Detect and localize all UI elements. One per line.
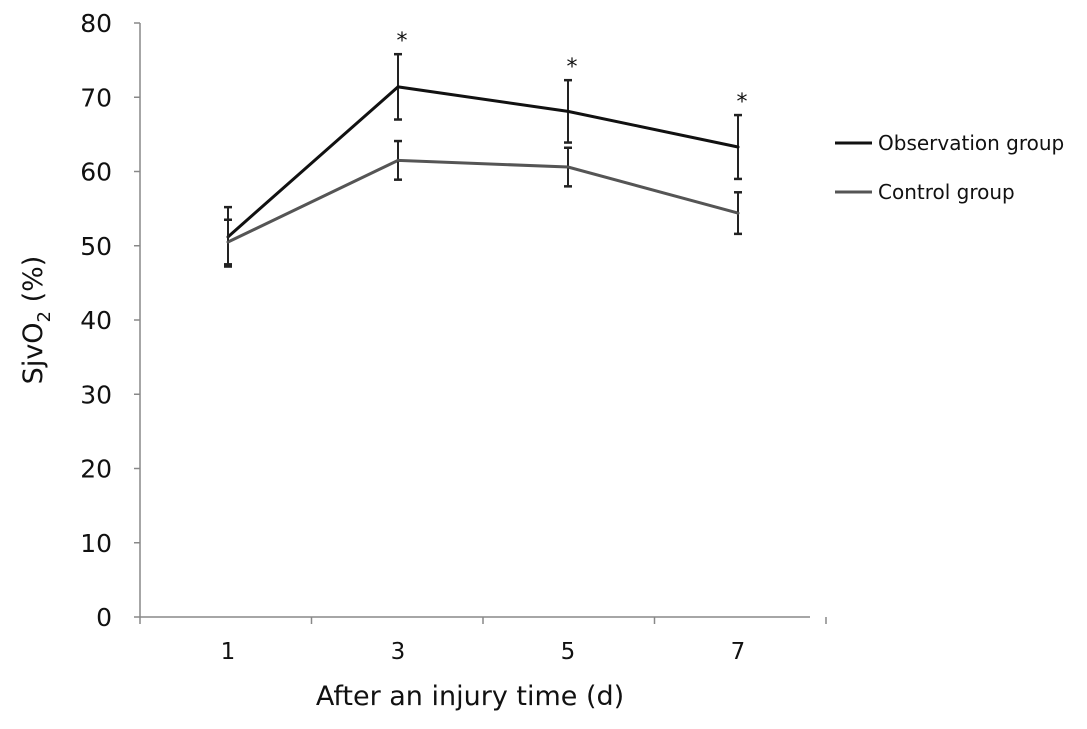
significance-marker: * [397, 29, 408, 54]
x-tick-label: 5 [561, 639, 576, 665]
x-axis-label: After an injury time (d) [316, 681, 624, 712]
y-tick-label: 70 [80, 83, 112, 112]
significance-marker: * [737, 90, 748, 115]
data-point [736, 145, 740, 149]
y-tick-label: 50 [80, 232, 112, 261]
x-tick-label: 7 [731, 639, 746, 665]
y-tick-label: 10 [80, 529, 112, 558]
chart-marks: * * * [224, 29, 748, 268]
series-line-0 [227, 85, 739, 238]
y-tick-label: 0 [96, 603, 112, 632]
data-point [736, 211, 740, 215]
legend: Observation group Control group [835, 131, 1064, 204]
data-point [396, 85, 400, 89]
x-tick-label: 3 [391, 639, 406, 665]
significance-marker: * [567, 55, 578, 80]
data-point [566, 109, 570, 113]
y-tick-label: 80 [80, 9, 112, 38]
axes: 0 10 20 30 40 50 60 70 80 1 3 5 7 [80, 9, 827, 665]
data-point [566, 165, 570, 169]
legend-label: Control group [878, 180, 1015, 204]
y-tick-label: 20 [80, 455, 112, 484]
data-point [396, 158, 400, 162]
x-tick-label: 1 [221, 639, 236, 665]
y-tick-label: 30 [80, 380, 112, 409]
y-tick-label: 40 [80, 306, 112, 335]
y-axis-label: SjvO2 (%) [18, 256, 55, 385]
series-line-1 [227, 158, 739, 244]
legend-label: Observation group [878, 131, 1064, 155]
data-point [226, 240, 230, 244]
y-tick-label: 60 [80, 158, 112, 187]
